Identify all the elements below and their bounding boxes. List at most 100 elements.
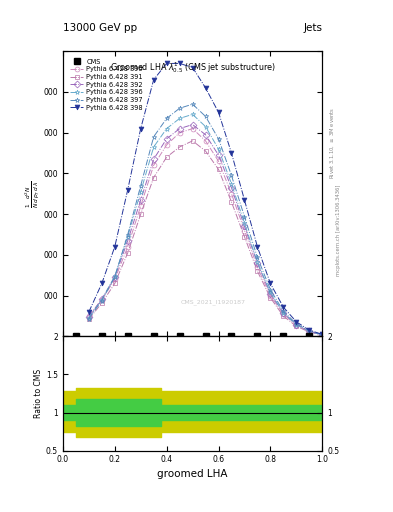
CMS (229, 333, 234, 339)
CMS (203, 333, 208, 339)
Pythia 6.428 390 (242, 227, 247, 233)
Pythia 6.428 392 (164, 136, 169, 142)
Pythia 6.428 396 (320, 332, 325, 338)
Pythia 6.428 392 (294, 322, 299, 328)
Pythia 6.428 397 (268, 287, 273, 293)
Pythia 6.428 392 (242, 223, 247, 229)
Pythia 6.428 398 (112, 244, 117, 250)
Pythia 6.428 390 (307, 329, 312, 335)
Pythia 6.428 398 (125, 187, 130, 193)
Pythia 6.428 396 (151, 144, 156, 150)
Pythia 6.428 391 (281, 313, 286, 319)
Pythia 6.428 397 (229, 173, 234, 179)
Pythia 6.428 396 (86, 315, 91, 321)
Pythia 6.428 398 (138, 125, 143, 132)
Pythia 6.428 392 (268, 291, 273, 297)
Pythia 6.428 396 (294, 322, 299, 328)
Pythia 6.428 391 (320, 332, 325, 338)
Pythia 6.428 398 (190, 65, 195, 71)
Pythia 6.428 396 (268, 289, 273, 295)
Pythia 6.428 390 (125, 244, 130, 250)
CMS (255, 333, 260, 339)
Text: 13000 GeV pp: 13000 GeV pp (63, 23, 137, 33)
Text: mcplots.cern.ch [arXiv:1306.3436]: mcplots.cern.ch [arXiv:1306.3436] (336, 185, 341, 276)
Pythia 6.428 396 (112, 273, 117, 279)
Pythia 6.428 397 (190, 101, 195, 107)
Pythia 6.428 397 (177, 105, 182, 111)
Pythia 6.428 396 (281, 310, 286, 316)
Pythia 6.428 391 (99, 300, 104, 306)
Pythia 6.428 390 (320, 332, 325, 338)
Text: Groomed LHA $\lambda^{1}_{0.5}$ (CMS jet substructure): Groomed LHA $\lambda^{1}_{0.5}$ (CMS jet… (110, 60, 275, 75)
Pythia 6.428 392 (86, 314, 91, 320)
Pythia 6.428 391 (203, 148, 208, 154)
Pythia 6.428 392 (307, 328, 312, 334)
Pythia 6.428 390 (229, 191, 234, 197)
Pythia 6.428 398 (151, 77, 156, 83)
Pythia 6.428 390 (190, 125, 195, 132)
Pythia 6.428 397 (125, 231, 130, 238)
Pythia 6.428 397 (307, 328, 312, 334)
Y-axis label: Ratio to CMS: Ratio to CMS (34, 369, 43, 418)
Pythia 6.428 392 (320, 332, 325, 338)
Pythia 6.428 390 (164, 142, 169, 148)
Pythia 6.428 396 (203, 123, 208, 130)
CMS (73, 333, 78, 339)
Pythia 6.428 392 (177, 125, 182, 132)
Pythia 6.428 392 (99, 296, 104, 302)
Pythia 6.428 396 (99, 297, 104, 303)
Pythia 6.428 398 (255, 244, 260, 250)
Pythia 6.428 390 (138, 203, 143, 209)
Pythia 6.428 398 (242, 197, 247, 203)
Pythia 6.428 391 (86, 316, 91, 323)
Line: Pythia 6.428 397: Pythia 6.428 397 (86, 102, 325, 337)
X-axis label: groomed LHA: groomed LHA (157, 468, 228, 479)
Pythia 6.428 391 (229, 199, 234, 205)
Pythia 6.428 397 (216, 136, 221, 142)
Pythia 6.428 396 (216, 146, 221, 152)
Pythia 6.428 396 (190, 111, 195, 117)
Pythia 6.428 390 (268, 293, 273, 299)
Text: Rivet 3.1.10, $\geq$ 3M events: Rivet 3.1.10, $\geq$ 3M events (328, 107, 336, 180)
Pythia 6.428 392 (281, 310, 286, 316)
Line: Pythia 6.428 392: Pythia 6.428 392 (86, 122, 325, 337)
Pythia 6.428 397 (294, 321, 299, 327)
Pythia 6.428 397 (320, 332, 325, 338)
Pythia 6.428 390 (151, 162, 156, 168)
CMS (99, 333, 104, 339)
Pythia 6.428 397 (242, 214, 247, 220)
Pythia 6.428 398 (216, 109, 221, 115)
Pythia 6.428 392 (229, 185, 234, 191)
Legend: CMS, Pythia 6.428 390, Pythia 6.428 391, Pythia 6.428 392, Pythia 6.428 396, Pyt: CMS, Pythia 6.428 390, Pythia 6.428 391,… (69, 57, 144, 112)
Pythia 6.428 390 (99, 297, 104, 303)
Pythia 6.428 397 (255, 254, 260, 261)
Pythia 6.428 398 (164, 60, 169, 67)
Pythia 6.428 391 (177, 144, 182, 150)
Line: Pythia 6.428 396: Pythia 6.428 396 (86, 112, 325, 337)
Pythia 6.428 396 (229, 181, 234, 187)
Pythia 6.428 396 (242, 220, 247, 226)
Pythia 6.428 391 (125, 250, 130, 256)
Pythia 6.428 391 (268, 295, 273, 301)
Line: Pythia 6.428 391: Pythia 6.428 391 (86, 138, 325, 337)
Line: Pythia 6.428 390: Pythia 6.428 390 (86, 126, 325, 337)
Pythia 6.428 391 (138, 211, 143, 217)
Pythia 6.428 392 (125, 238, 130, 244)
Pythia 6.428 397 (138, 183, 143, 189)
Pythia 6.428 392 (203, 132, 208, 138)
Pythia 6.428 390 (281, 311, 286, 317)
Pythia 6.428 397 (151, 134, 156, 140)
Pythia 6.428 391 (294, 323, 299, 329)
Pythia 6.428 392 (138, 197, 143, 203)
CMS (151, 333, 156, 339)
Pythia 6.428 396 (307, 328, 312, 334)
Pythia 6.428 391 (216, 166, 221, 173)
Y-axis label: $\frac{1}{N}\frac{d^{2}N}{d\,p_{T}\,d\,\lambda}$: $\frac{1}{N}\frac{d^{2}N}{d\,p_{T}\,d\,\… (24, 180, 42, 208)
Line: CMS: CMS (73, 334, 312, 339)
CMS (177, 333, 182, 339)
Pythia 6.428 391 (164, 154, 169, 160)
Pythia 6.428 390 (203, 138, 208, 144)
Pythia 6.428 391 (151, 175, 156, 181)
Pythia 6.428 397 (112, 274, 117, 280)
Text: Jets: Jets (303, 23, 322, 33)
